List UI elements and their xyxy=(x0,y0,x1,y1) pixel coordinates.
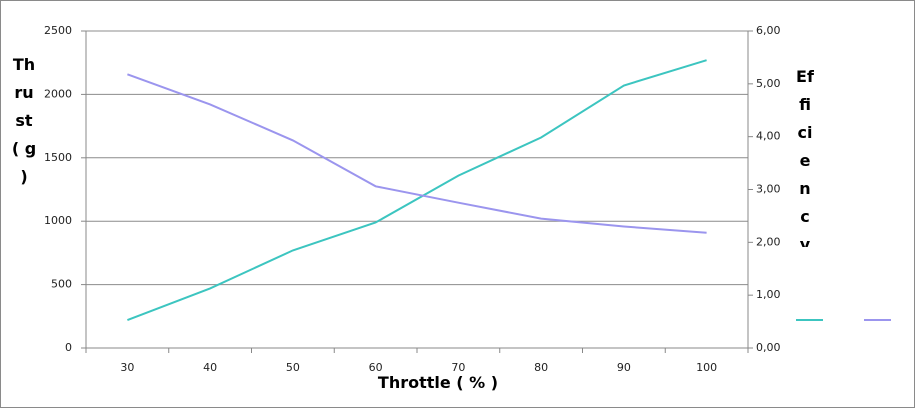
x-tick-label: 40 xyxy=(203,361,217,374)
x-tick-label: 90 xyxy=(617,361,631,374)
x-tick-label: 80 xyxy=(534,361,548,374)
y2-tick-label: 4,00 xyxy=(756,130,781,143)
y2-axis-title: Efficiency xyxy=(796,67,814,247)
y-tick-label: 2500 xyxy=(44,24,72,37)
y2-tick-label: 2,00 xyxy=(756,235,781,248)
x-tick-label: 60 xyxy=(369,361,383,374)
data-line xyxy=(127,59,707,322)
data-line xyxy=(127,73,707,234)
y2-tick-label: 0,00 xyxy=(756,341,781,354)
y-tick-label: 1500 xyxy=(44,151,72,164)
x-tick-label: 50 xyxy=(286,361,300,374)
y-tick-label: 500 xyxy=(51,278,72,291)
x-tick-label: 30 xyxy=(120,361,134,374)
x-tick-label: 70 xyxy=(451,361,465,374)
y-tick-label: 1000 xyxy=(44,214,72,227)
y2-tick-label: 5,00 xyxy=(756,77,781,90)
x-tick-label: 100 xyxy=(696,361,717,374)
y2-tick-label: 1,00 xyxy=(756,288,781,301)
y2-tick-label: 3,00 xyxy=(756,183,781,196)
y-axis-title: Thrust ( g ) xyxy=(11,55,37,186)
x-axis-title: Throttle ( % ) xyxy=(377,373,499,392)
y-tick-label: 2000 xyxy=(44,87,72,100)
y-tick-label: 0 xyxy=(65,341,72,354)
y2-tick-label: 6,00 xyxy=(756,24,781,37)
